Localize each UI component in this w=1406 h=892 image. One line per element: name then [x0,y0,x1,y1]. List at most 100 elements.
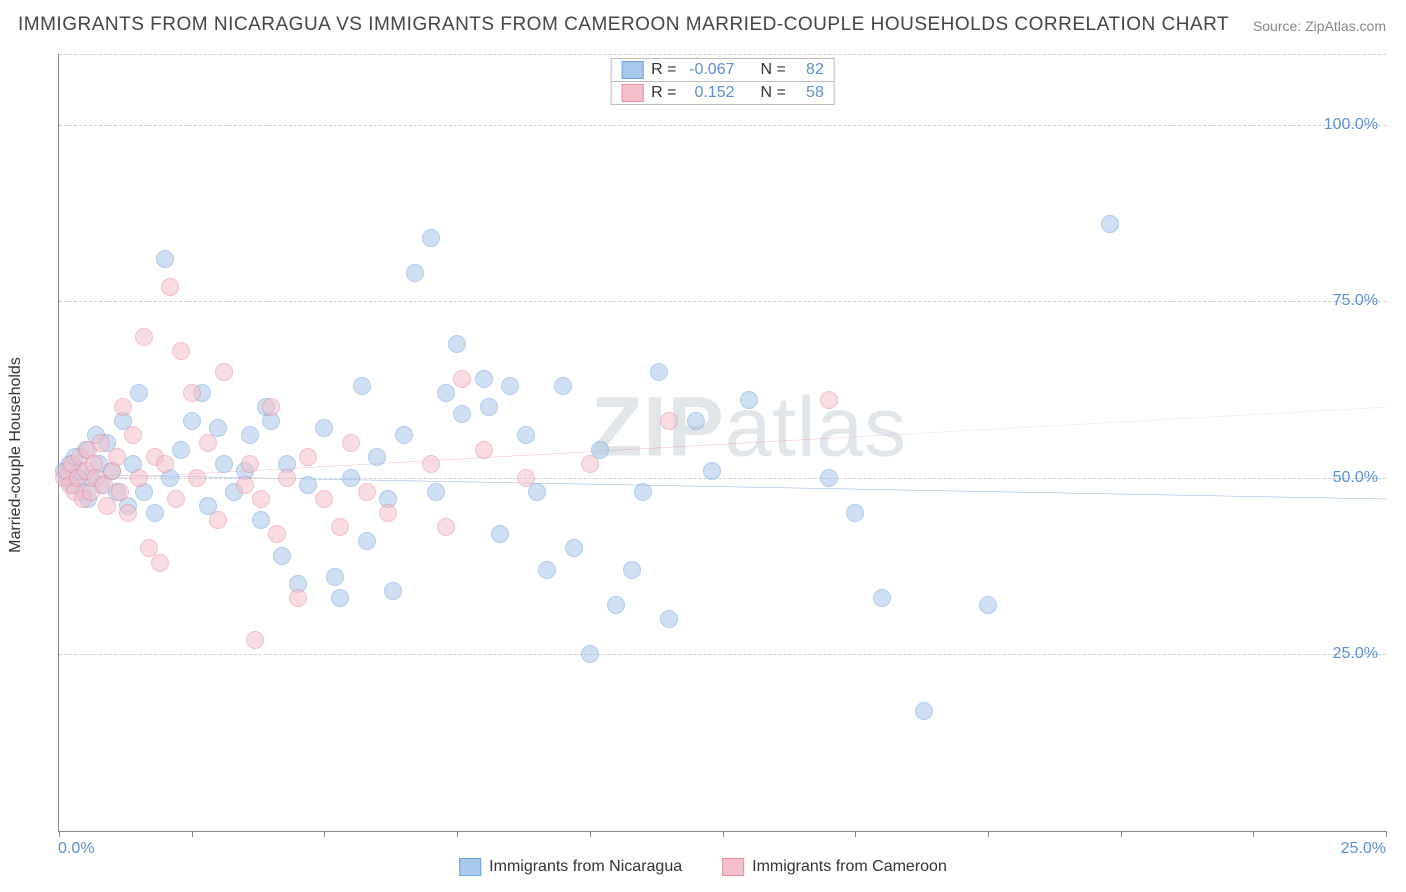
point-nicaragua [422,229,440,247]
y-tick-label: 25.0% [1333,645,1378,663]
point-cameroon [92,434,110,452]
point-nicaragua [687,412,705,430]
point-cameroon [252,490,270,508]
point-nicaragua [915,702,933,720]
x-tick [1253,831,1254,837]
legend-label: Immigrants from Nicaragua [489,858,682,876]
point-nicaragua [437,384,455,402]
point-cameroon [379,504,397,522]
point-cameroon [342,434,360,452]
point-nicaragua [607,596,625,614]
x-tick [723,831,724,837]
point-cameroon [135,328,153,346]
x-tick [988,831,989,837]
point-nicaragua [358,532,376,550]
point-nicaragua [650,363,668,381]
legend-swatch [722,858,744,876]
point-cameroon [299,448,317,466]
point-cameroon [172,342,190,360]
stats-row: R =-0.067N =82 [611,59,834,81]
gridline [59,301,1386,302]
point-cameroon [660,412,678,430]
r-label: R = [651,84,676,102]
plot-area: ZIPatlas R =-0.067N =82R =0.152N =58 25.… [58,54,1386,832]
chart-title: IMMIGRANTS FROM NICARAGUA VS IMMIGRANTS … [18,14,1229,36]
point-nicaragua [979,596,997,614]
point-nicaragua [273,547,291,565]
point-cameroon [475,441,493,459]
point-nicaragua [331,589,349,607]
point-cameroon [209,511,227,529]
x-tick [1386,831,1387,837]
point-nicaragua [517,426,535,444]
chart-container: IMMIGRANTS FROM NICARAGUA VS IMMIGRANTS … [0,0,1406,892]
point-nicaragua [660,610,678,628]
stats-row: R =0.152N =58 [611,81,834,104]
source-label: Source: ZipAtlas.com [1253,18,1386,34]
x-tick [590,831,591,837]
point-cameroon [236,476,254,494]
point-nicaragua [873,589,891,607]
point-cameroon [517,469,535,487]
point-nicaragua [406,264,424,282]
gridline [59,478,1386,479]
legend-swatch [621,61,643,79]
point-nicaragua [130,384,148,402]
point-cameroon [98,497,116,515]
point-nicaragua [384,582,402,600]
x-tick [855,831,856,837]
point-nicaragua [703,462,721,480]
point-nicaragua [427,483,445,501]
point-cameroon [581,455,599,473]
legend-item: Immigrants from Cameroon [722,858,947,876]
n-label: N = [761,61,786,79]
point-cameroon [108,448,126,466]
point-nicaragua [368,448,386,466]
point-cameroon [268,525,286,543]
point-nicaragua [565,539,583,557]
series-legend: Immigrants from Nicaragua Immigrants from… [459,858,947,876]
point-nicaragua [740,391,758,409]
point-nicaragua [581,645,599,663]
legend-label: Immigrants from Cameroon [752,858,947,876]
point-cameroon [124,426,142,444]
x-tick [457,831,458,837]
r-value: 0.152 [685,84,735,102]
point-cameroon [188,469,206,487]
point-cameroon [167,490,185,508]
y-tick-label: 50.0% [1333,469,1378,487]
point-nicaragua [172,441,190,459]
point-nicaragua [453,405,471,423]
point-cameroon [161,278,179,296]
y-tick-label: 100.0% [1324,116,1378,134]
gridline [59,125,1386,126]
r-label: R = [651,61,676,79]
trend-line-dashed [829,407,1386,438]
point-nicaragua [846,504,864,522]
stats-legend: R =-0.067N =82R =0.152N =58 [610,58,835,105]
point-nicaragua [480,398,498,416]
point-cameroon [278,469,296,487]
x-tick [192,831,193,837]
point-nicaragua [395,426,413,444]
point-nicaragua [299,476,317,494]
point-cameroon [358,483,376,501]
point-cameroon [246,631,264,649]
point-nicaragua [326,568,344,586]
y-tick-label: 75.0% [1333,292,1378,310]
point-cameroon [215,363,233,381]
point-cameroon [315,490,333,508]
n-value: 82 [794,61,824,79]
point-nicaragua [215,455,233,473]
point-cameroon [262,398,280,416]
point-nicaragua [538,561,556,579]
legend-swatch [459,858,481,876]
gridline [59,654,1386,655]
point-cameroon [111,483,129,501]
point-nicaragua [634,483,652,501]
x-tick [59,831,60,837]
point-nicaragua [156,250,174,268]
point-nicaragua [315,419,333,437]
legend-item: Immigrants from Nicaragua [459,858,682,876]
point-cameroon [453,370,471,388]
